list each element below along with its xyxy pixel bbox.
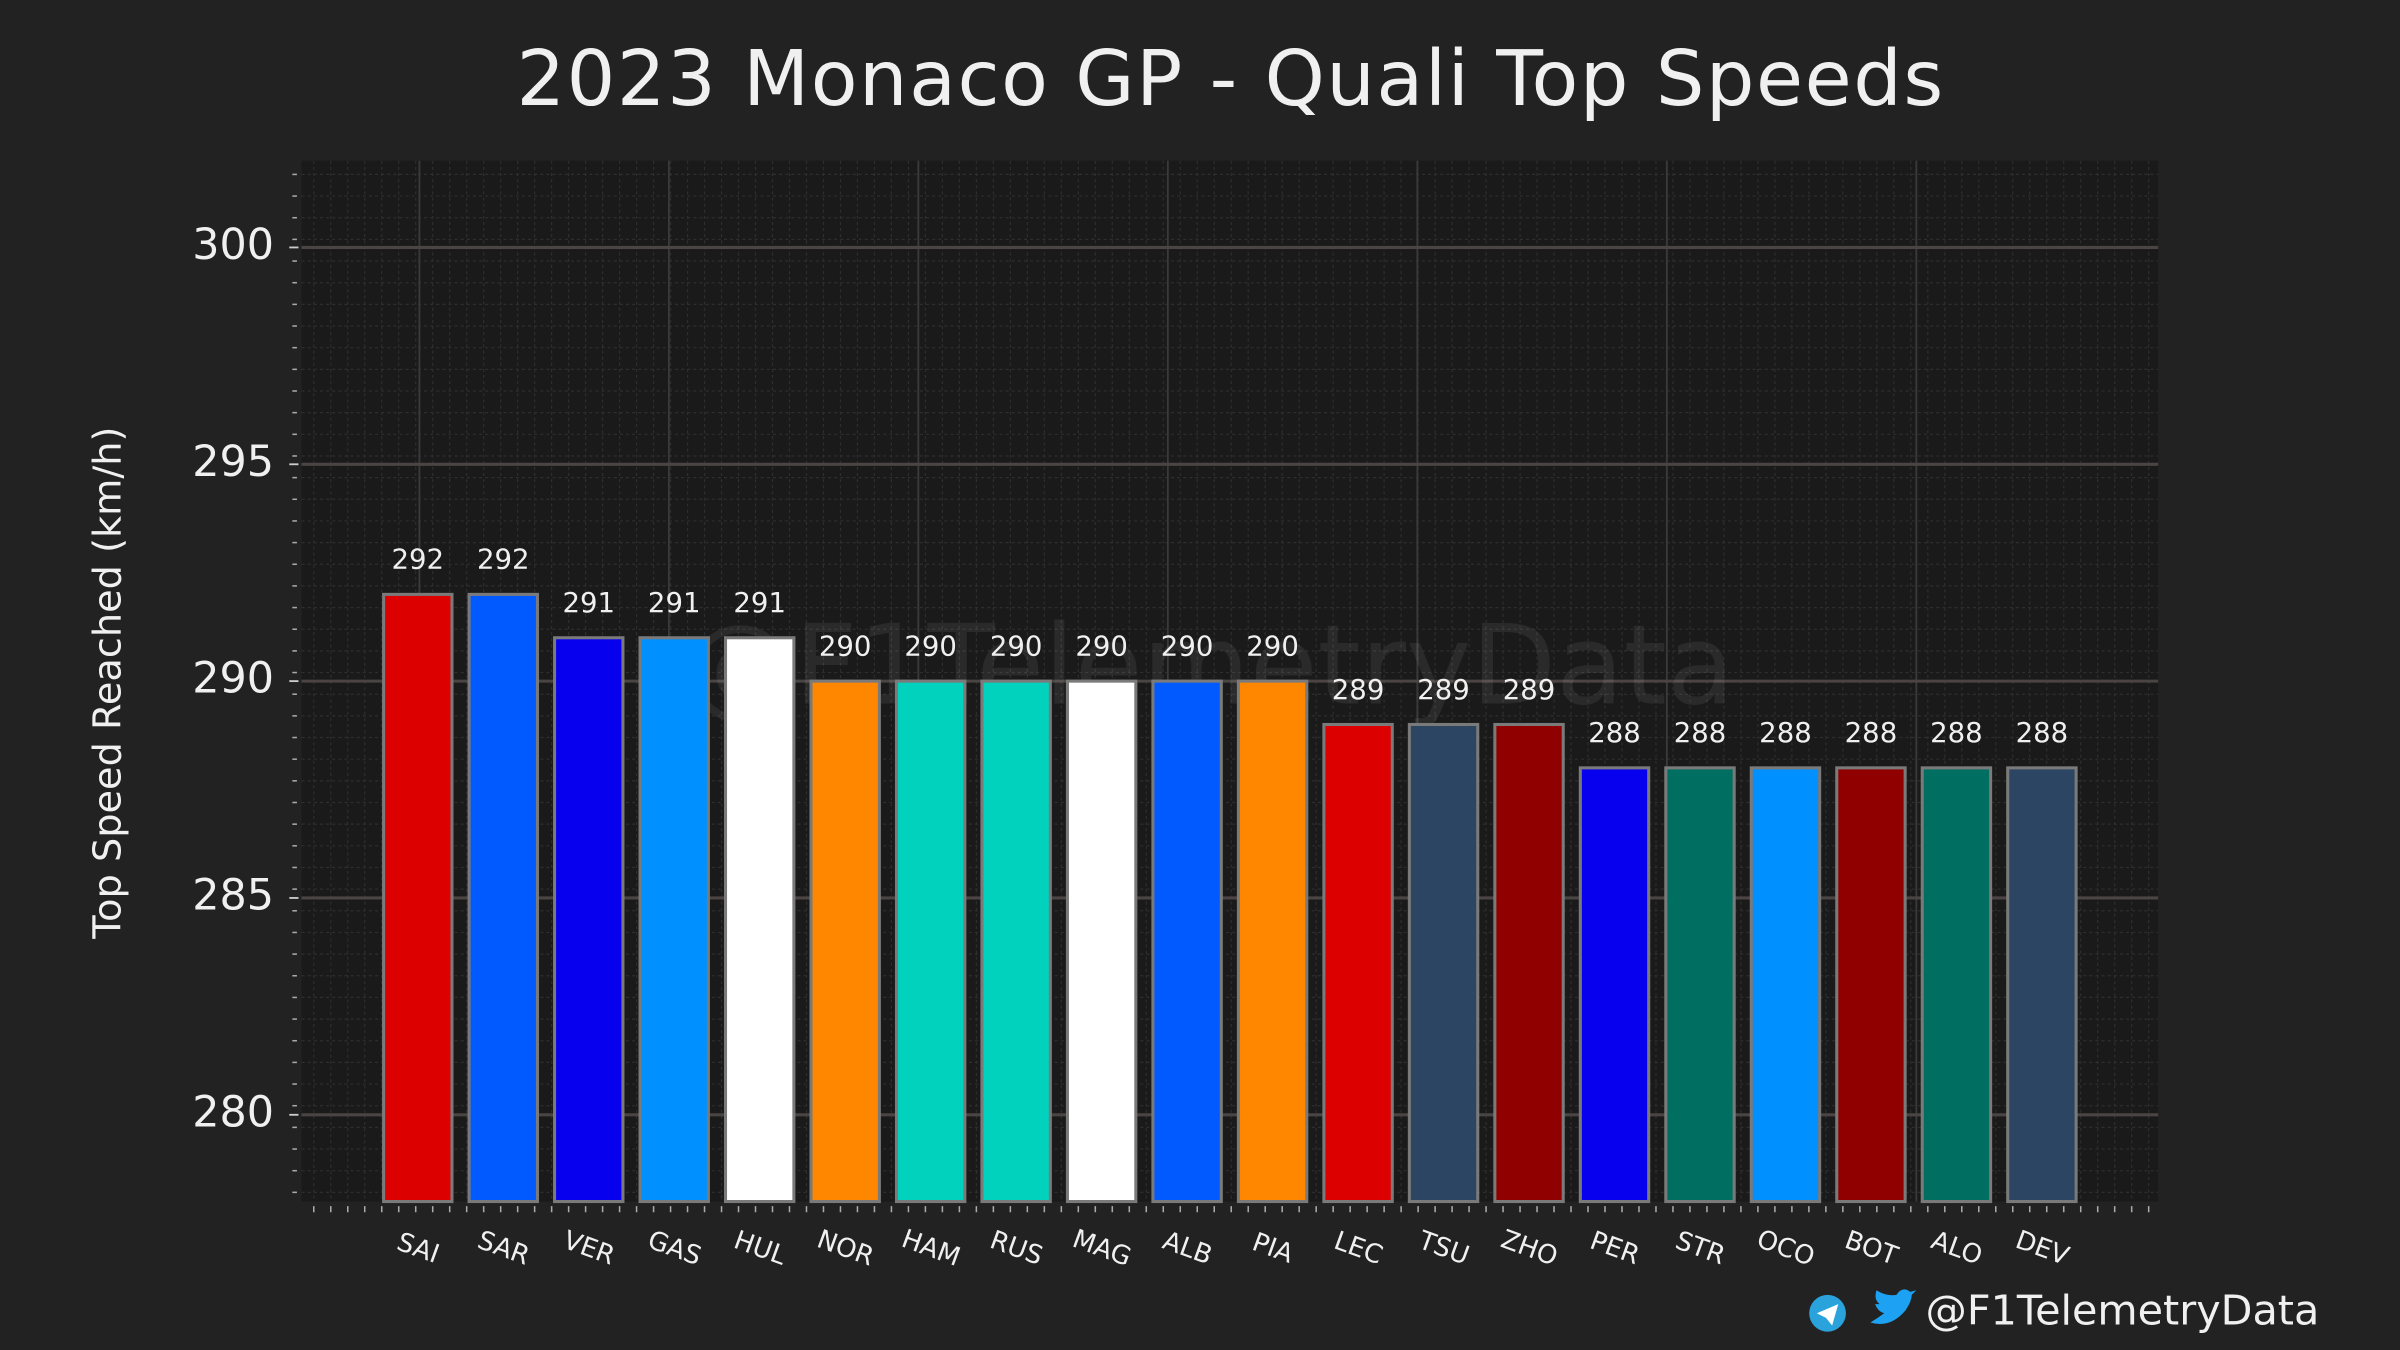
bar xyxy=(1920,766,1993,1204)
bar xyxy=(1493,722,1565,1204)
value-label: 288 xyxy=(2016,717,2069,749)
value-label: 290 xyxy=(1246,630,1299,662)
bar xyxy=(638,636,710,1204)
bar xyxy=(894,679,967,1204)
bar xyxy=(1065,679,1138,1204)
bar xyxy=(467,592,539,1204)
bar xyxy=(723,636,796,1204)
telegram-plane xyxy=(1816,1304,1839,1326)
value-label: 288 xyxy=(1674,717,1727,749)
value-label: 292 xyxy=(391,544,444,576)
value-label: 288 xyxy=(1588,717,1641,749)
bar xyxy=(382,592,454,1204)
y-axis-label: Top Speed Reached (km/h) xyxy=(86,427,131,940)
value-label: 291 xyxy=(733,587,786,619)
bar xyxy=(1322,722,1394,1204)
footer-handle: @F1TelemetryData xyxy=(1926,1286,2320,1334)
value-label: 289 xyxy=(1332,674,1385,706)
value-label: 289 xyxy=(1417,674,1470,706)
value-label: 291 xyxy=(648,587,701,619)
bar xyxy=(1749,766,1822,1204)
value-label: 292 xyxy=(477,544,530,576)
y-tick-label: 295 xyxy=(192,437,274,487)
value-label: 290 xyxy=(819,630,872,662)
value-label: 288 xyxy=(1759,717,1812,749)
value-label: 288 xyxy=(1930,717,1983,749)
y-tick-label: 290 xyxy=(192,654,274,704)
chart-title: 2023 Monaco GP - Quali Top Speeds xyxy=(516,35,1944,124)
y-tick-label: 300 xyxy=(192,220,274,270)
value-label: 291 xyxy=(562,587,615,619)
bar xyxy=(980,679,1052,1204)
bar xyxy=(809,679,881,1204)
value-label: 290 xyxy=(990,630,1043,662)
bars xyxy=(382,592,2078,1204)
y-tick-label: 285 xyxy=(192,870,274,920)
value-label: 288 xyxy=(1845,717,1898,749)
bar xyxy=(1407,722,1480,1204)
value-label: 289 xyxy=(1503,674,1556,706)
twitter-icon xyxy=(1870,1289,1917,1324)
y-tick-label: 280 xyxy=(192,1087,274,1137)
bar xyxy=(1835,766,1907,1204)
bar xyxy=(1578,766,1651,1204)
value-label: 290 xyxy=(1161,630,1214,662)
bar xyxy=(1664,766,1736,1204)
bar xyxy=(553,636,625,1204)
value-label: 290 xyxy=(1075,630,1128,662)
value-label: 290 xyxy=(904,630,957,662)
bar xyxy=(2006,766,2078,1204)
bar xyxy=(1236,679,1309,1204)
bar xyxy=(1151,679,1223,1204)
